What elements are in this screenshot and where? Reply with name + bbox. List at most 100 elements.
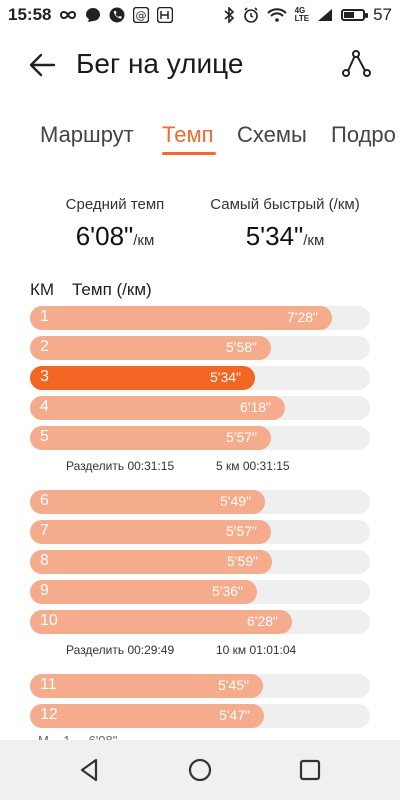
active-tab-indicator	[162, 152, 216, 155]
tab-pace[interactable]: Темп	[162, 122, 214, 147]
pace-bar-km-1[interactable]: 1 7'28"	[30, 306, 370, 330]
pace-bar-fill	[30, 704, 264, 728]
pace-bar-km-8[interactable]: 8 5'59"	[30, 550, 370, 574]
pace-bar-fill	[30, 520, 271, 544]
pace-bar-fill	[30, 550, 272, 574]
pace-bar-value-label: 5'36"	[211, 583, 243, 599]
tab-bar: Маршрут Темп Схемы Подро	[0, 112, 400, 162]
pace-bar-fill	[30, 580, 257, 604]
pace-bar-km-5[interactable]: 5 5'57"	[30, 426, 370, 450]
pace-bar-km-6[interactable]: 6 5'49"	[30, 490, 370, 514]
circle-home-icon	[188, 758, 212, 782]
pace-bar-fill	[30, 366, 255, 390]
split-time-label: Разделить 00:31:15	[66, 459, 175, 473]
chat-icon	[85, 7, 101, 23]
fastest-pace-value: 5'34"	[245, 221, 304, 251]
pace-bar-fill	[30, 426, 271, 450]
split-time-label: Разделить 00:29:49	[66, 643, 175, 657]
avg-pace-stat: Средний темп 6'08"/км	[40, 196, 190, 252]
avg-pace-value-group: 6'08"/км	[40, 221, 190, 252]
signal-icon	[317, 8, 333, 22]
battery-level	[344, 12, 355, 18]
pace-bar-km-10[interactable]: 10 6'28"	[30, 610, 370, 634]
nav-back-button[interactable]	[74, 754, 106, 786]
battery-icon	[341, 9, 369, 21]
pace-bar-km-label: 11	[40, 676, 57, 693]
pace-bar-km-label: 6	[40, 492, 49, 509]
network-type: 4G LTE	[295, 7, 310, 23]
pace-bar-fill	[30, 674, 263, 698]
svg-text:@: @	[136, 9, 147, 22]
pace-bar-km-label: 7	[40, 522, 49, 539]
system-nav-bar	[0, 740, 400, 800]
route-share-icon	[342, 50, 371, 77]
app-header: Бег на улице	[0, 40, 400, 90]
phone-icon	[109, 7, 125, 23]
pace-summary: Средний темп 6'08"/км Самый быстрый (/км…	[0, 196, 400, 266]
app-icon	[157, 7, 174, 23]
split-distance-label: 10 км 01:01:04	[216, 643, 297, 657]
pace-bar-km-label: 3	[40, 368, 49, 385]
pace-bar-km-label: 2	[40, 338, 49, 355]
pace-bar-km-label: 4	[40, 398, 49, 415]
pace-bar-value-label: 5'45"	[217, 677, 249, 693]
avg-pace-label: Средний темп	[65, 196, 165, 213]
pace-bar-value-label: 5'34"	[209, 369, 241, 385]
status-time: 15:58	[8, 5, 52, 24]
split-distance-label: 5 км 00:31:15	[216, 459, 290, 473]
pace-bar-km-7[interactable]: 7 5'57"	[30, 520, 370, 544]
pace-bar-km-label: 1	[40, 308, 49, 325]
pace-bar-value-label: 5'57"	[225, 429, 257, 445]
pace-bar-km-label: 12	[40, 706, 58, 723]
pace-bar-value-label: 5'47"	[218, 707, 250, 723]
pace-bar-value-label: 6'18"	[239, 399, 271, 415]
nav-home-button[interactable]	[184, 754, 216, 786]
status-bar: 15:58 @ 4G LTE	[0, 0, 400, 30]
pace-bar-km-label: 9	[40, 582, 49, 599]
route-share-button[interactable]	[334, 46, 378, 82]
pace-bar-km-label: 8	[40, 552, 49, 569]
pace-bar-km-label: 5	[40, 428, 49, 445]
fastest-pace-stat: Самый быстрый (/км) 5'34"/км	[200, 196, 370, 252]
nav-recents-button[interactable]	[294, 754, 326, 786]
pace-bar-fill	[30, 336, 271, 360]
pace-bar-km-12[interactable]: 12 5'47"	[30, 704, 370, 728]
pace-bar-fill	[30, 490, 265, 514]
pace-bar-value-label: 5'49"	[219, 493, 251, 509]
pace-bar-fill	[30, 306, 332, 330]
pace-bar-km-11[interactable]: 11 5'45"	[30, 674, 370, 698]
avg-pace-unit: /км	[133, 232, 155, 249]
page-title: Бег на улице	[76, 48, 244, 79]
bluetooth-icon	[223, 7, 235, 23]
fastest-pace-label: Самый быстрый (/км)	[210, 196, 360, 213]
pace-bar-value-label: 7'28"	[286, 309, 318, 325]
battery-percent: 57	[373, 5, 392, 24]
pace-bar-km-2[interactable]: 2 5'58"	[30, 336, 370, 360]
network-sub-label: LTE	[294, 14, 310, 23]
avg-pace-value: 6'08"	[75, 221, 134, 251]
status-left: 15:58 @	[8, 5, 174, 25]
pace-bar-value-label: 5'57"	[225, 523, 257, 539]
tab-route[interactable]: Маршрут	[40, 122, 134, 147]
tab-charts[interactable]: Схемы	[237, 122, 307, 147]
pace-bar-fill	[30, 396, 285, 420]
fastest-pace-value-group: 5'34"/км	[200, 221, 370, 252]
network-label: 4G	[294, 6, 306, 15]
tab-details[interactable]: Подро	[331, 122, 396, 147]
pace-bar-value-label: 6'28"	[246, 613, 278, 629]
triangle-back-icon	[80, 758, 98, 782]
infinity-icon	[59, 9, 77, 21]
pace-bar-fill	[30, 610, 292, 634]
column-header-pace: Темп (/км)	[72, 280, 152, 299]
column-header-km: КМ	[30, 280, 55, 299]
status-right: 4G LTE 57	[223, 5, 392, 25]
pace-bar-km-4[interactable]: 4 6'18"	[30, 396, 370, 420]
pace-bar-km-3[interactable]: 3 5'34"	[30, 366, 370, 390]
fastest-pace-unit: /км	[303, 232, 325, 249]
square-recents-icon	[299, 759, 321, 781]
back-button[interactable]	[24, 48, 64, 82]
alarm-icon	[243, 7, 259, 23]
pace-bar-km-9[interactable]: 9 5'36"	[30, 580, 370, 604]
pace-bar-value-label: 5'58"	[225, 339, 257, 355]
at-icon: @	[133, 7, 150, 23]
